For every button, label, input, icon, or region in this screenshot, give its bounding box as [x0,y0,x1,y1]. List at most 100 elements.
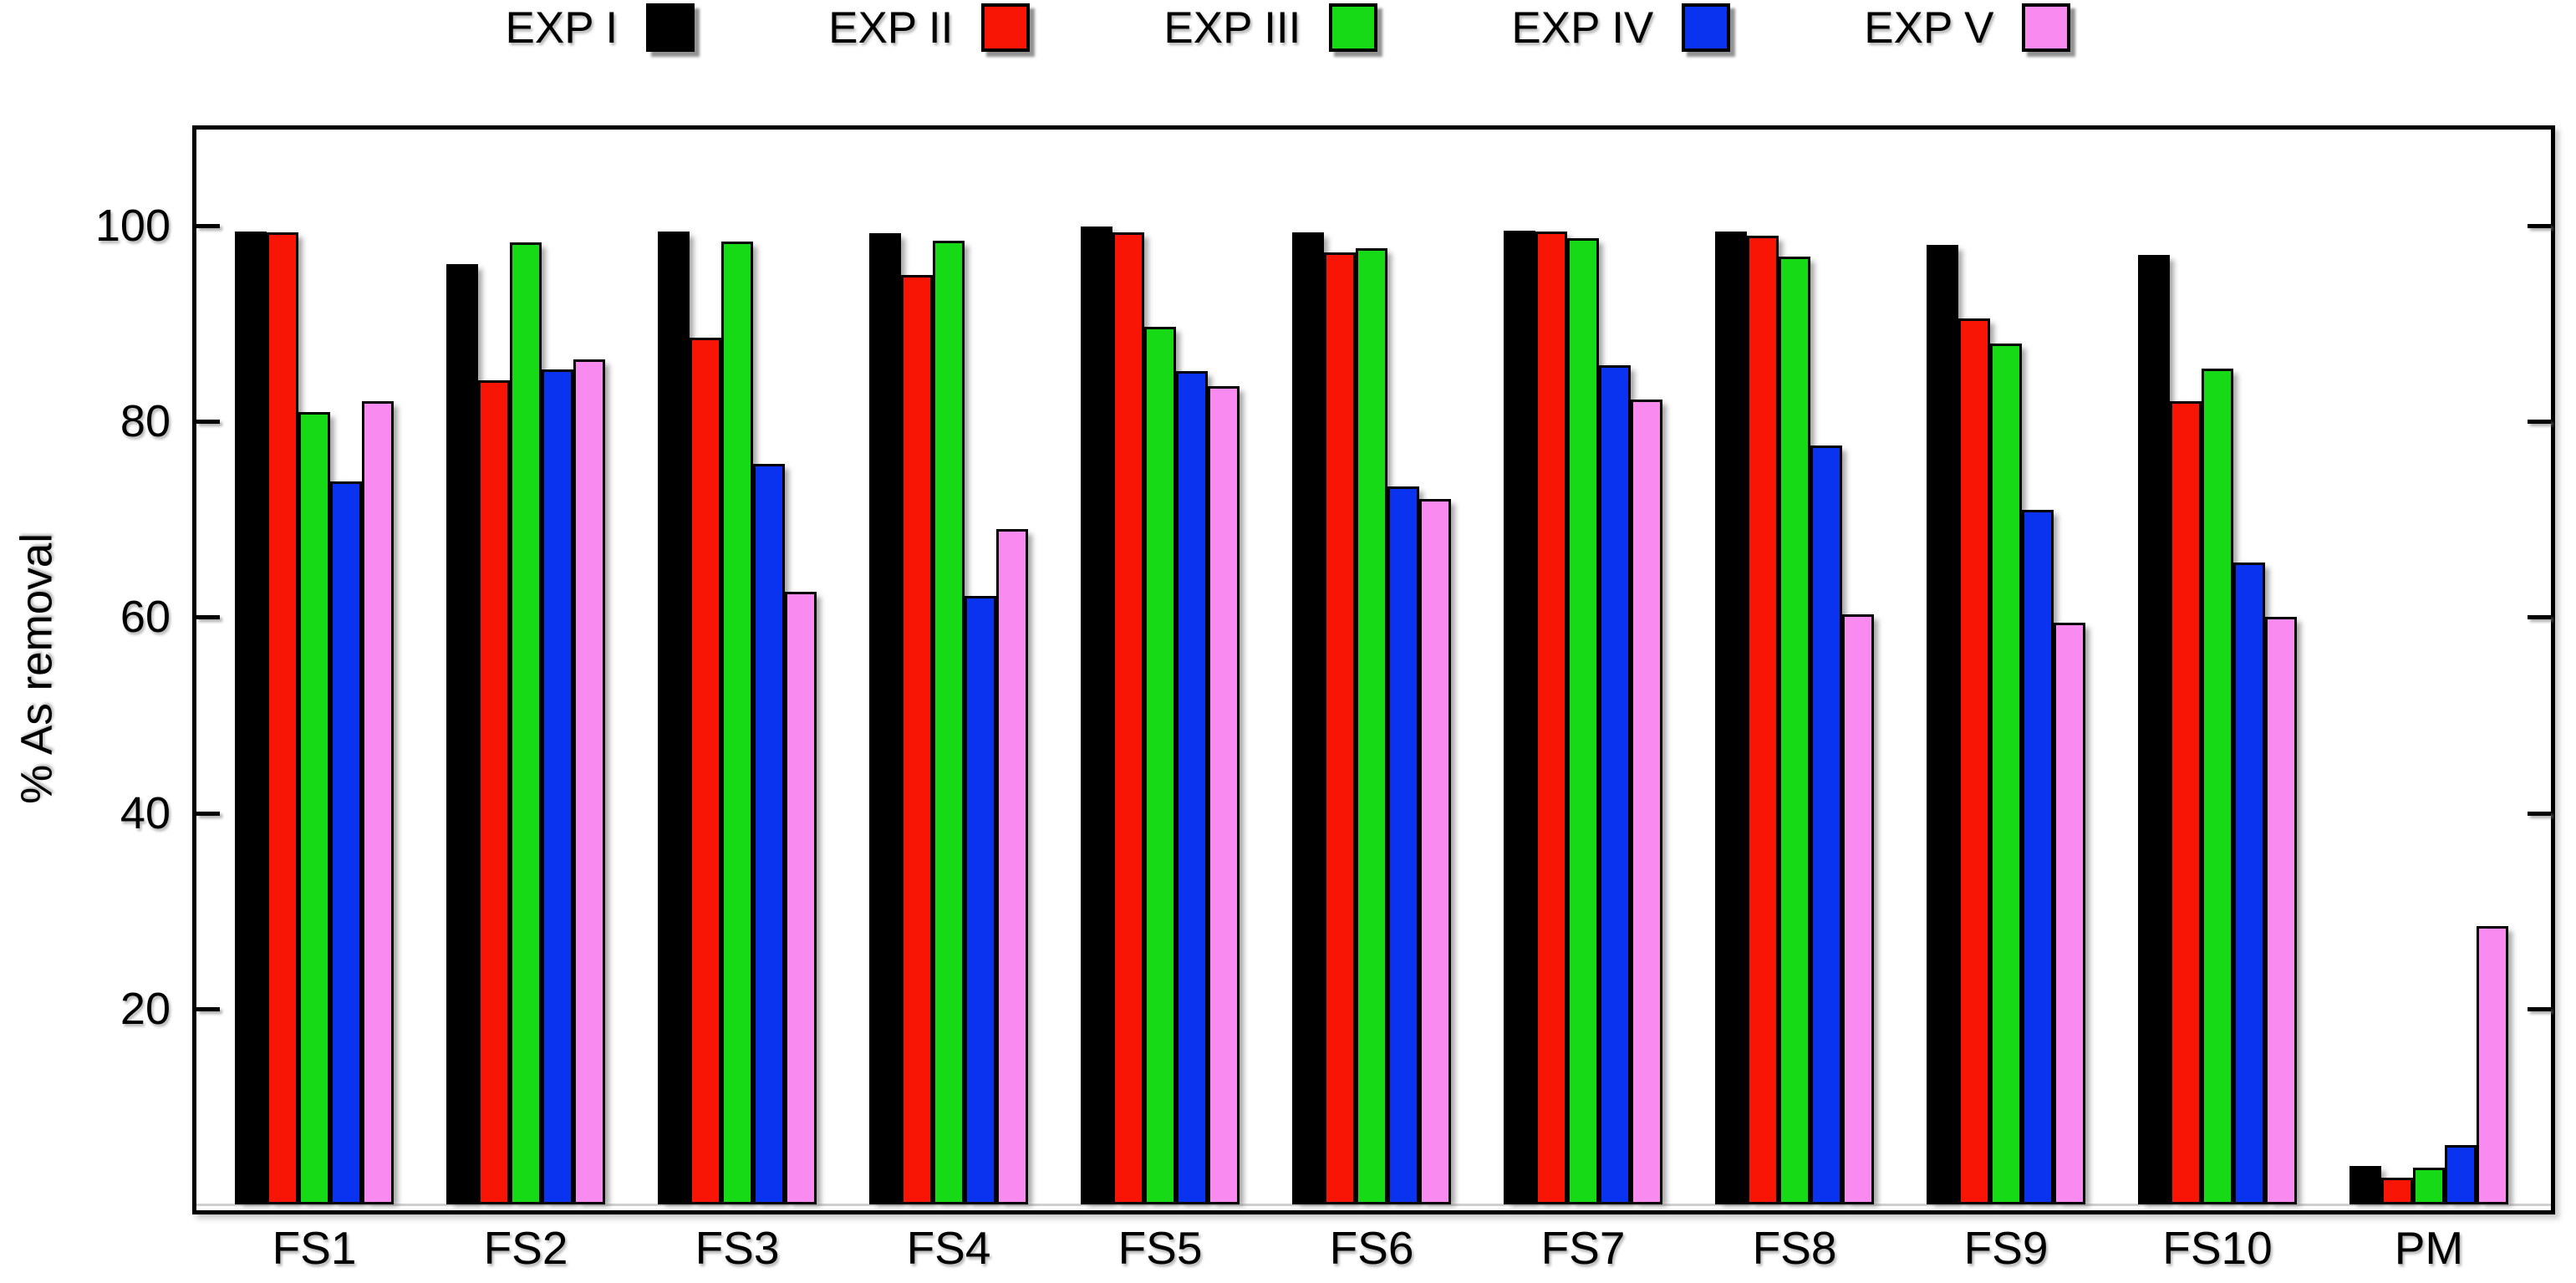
x-tick-label-fs3: FS3 [695,1222,780,1274]
legend-label: EXP III [1163,3,1301,53]
bar-fs8-exp-i [1715,232,1747,1204]
bar-fs10-exp-iv [2233,562,2265,1204]
bar-fs10-exp-i [2138,255,2170,1204]
bar-pm-exp-ii [2381,1178,2413,1204]
zero-baseline [196,1204,2551,1206]
x-tick-label-fs9: FS9 [1963,1222,2049,1274]
legend-label: EXP IV [1511,3,1654,53]
bar-fs1-exp-v [362,400,394,1204]
bar-fs3-exp-iii [721,241,753,1204]
bar-fs6-exp-ii [1324,252,1356,1204]
bar-fs4-exp-iii [933,240,965,1204]
bar-fs10-exp-iii [2202,368,2233,1204]
bar-fs1-exp-i [235,232,267,1204]
bar-pm-exp-iv [2445,1144,2477,1204]
bar-fs3-exp-i [658,232,690,1204]
bar-fs9-exp-v [2054,623,2085,1204]
bar-fs7-exp-ii [1535,232,1567,1204]
bar-fs8-exp-iv [1810,445,1842,1204]
y-tick-left-20 [196,1006,220,1011]
x-tick-label-fs6: FS6 [1329,1222,1414,1274]
bar-fs8-exp-iii [1779,257,1810,1204]
bar-fs7-exp-v [1631,400,1662,1204]
bar-fs8-exp-ii [1747,235,1779,1204]
bar-fs2-exp-v [573,359,605,1204]
y-tick-label-20: 20 [120,983,171,1034]
bar-fs4-exp-i [869,233,901,1204]
bar-fs9-exp-ii [1958,318,1990,1204]
legend-item-exp-ii: EXP II [828,3,1031,53]
bar-fs1-exp-iii [298,411,330,1204]
legend-label: EXP V [1864,3,1994,53]
x-tick-label-fs5: FS5 [1117,1222,1203,1274]
bar-fs4-exp-iv [965,595,996,1204]
bar-fs2-exp-iv [542,369,573,1204]
bar-fs9-exp-iv [2022,509,2054,1204]
y-tick-label-40: 40 [120,787,171,838]
x-tick-label-fs4: FS4 [906,1222,991,1274]
y-axis-title: % As removal [12,532,62,805]
bar-fs5-exp-iii [1144,326,1176,1204]
bar-fs4-exp-v [996,529,1028,1204]
y-tick-right-100 [2528,224,2551,228]
bar-fs4-exp-ii [901,274,933,1204]
y-tick-right-20 [2528,1006,2551,1011]
legend-swatch [646,3,695,52]
x-tick-label-fs2: FS2 [483,1222,568,1274]
bar-pm-exp-i [2349,1166,2381,1204]
x-tick-label-fs8: FS8 [1752,1222,1837,1274]
legend-label: EXP II [828,3,954,53]
bar-fs6-exp-v [1419,498,1451,1204]
legend: EXP I EXP II EXP III EXP IV EXP V [0,3,2576,52]
legend-swatch [981,3,1031,52]
legend-item-exp-iii: EXP III [1163,3,1378,53]
bar-fs2-exp-iii [510,242,542,1204]
bar-fs5-exp-i [1081,227,1112,1204]
bar-fs3-exp-v [785,591,817,1204]
bar-fs3-exp-iv [753,463,785,1204]
y-tick-left-60 [196,615,220,620]
bar-fs5-exp-ii [1112,232,1144,1204]
bar-fs7-exp-iii [1567,238,1599,1204]
bar-fs10-exp-ii [2170,400,2202,1204]
bar-fs9-exp-iii [1990,343,2022,1204]
plot-inner [196,130,2551,1210]
bar-fs2-exp-i [446,263,478,1204]
bar-fs3-exp-ii [690,337,721,1204]
legend-swatch [1329,3,1378,52]
legend-swatch [1682,3,1731,52]
y-tick-label-100: 100 [94,201,171,251]
bar-pm-exp-iii [2413,1167,2445,1204]
bar-fs8-exp-v [1842,613,1874,1204]
bar-fs5-exp-v [1208,386,1240,1204]
bar-fs10-exp-v [2265,617,2297,1204]
y-tick-left-40 [196,811,220,816]
x-tick-label-fs10: FS10 [2162,1222,2273,1274]
x-tick-label-fs1: FS1 [272,1222,357,1274]
bar-fs1-exp-iv [330,481,362,1204]
legend-swatch [2022,3,2071,52]
y-tick-right-80 [2528,420,2551,425]
legend-label: EXP I [505,3,619,53]
bar-fs9-exp-i [1927,245,1958,1204]
y-tick-label-60: 60 [120,592,171,643]
bar-fs7-exp-iv [1599,365,1631,1204]
y-tick-right-60 [2528,615,2551,620]
bar-fs5-exp-iv [1176,371,1208,1204]
bar-fs1-exp-ii [267,232,298,1204]
y-tick-right-40 [2528,811,2551,816]
x-tick-label-fs7: FS7 [1540,1222,1626,1274]
bar-fs6-exp-iii [1356,247,1387,1204]
bar-fs7-exp-i [1504,230,1535,1204]
x-tick-label-pm: PM [2394,1222,2464,1274]
legend-item-exp-v: EXP V [1864,3,2071,53]
y-tick-left-100 [196,224,220,228]
legend-item-exp-i: EXP I [506,3,695,52]
y-tick-left-80 [196,420,220,425]
plot-area [192,125,2555,1214]
legend-item-exp-iv: EXP IV [1511,3,1731,53]
bar-pm-exp-v [2477,926,2508,1204]
bar-fs6-exp-iv [1387,486,1419,1204]
y-tick-label-80: 80 [120,396,171,447]
